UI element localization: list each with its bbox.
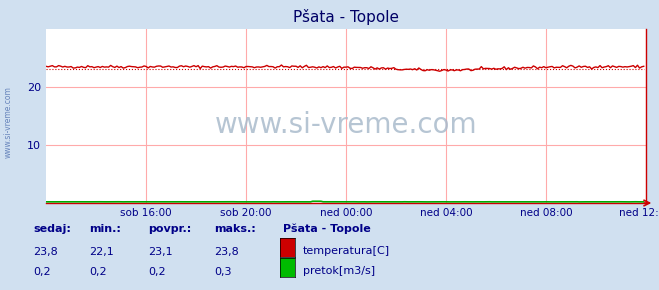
Text: min.:: min.: <box>89 224 121 234</box>
Text: povpr.:: povpr.: <box>148 224 192 234</box>
Text: 23,8: 23,8 <box>214 247 239 257</box>
Text: pretok[m3/s]: pretok[m3/s] <box>303 266 375 276</box>
Text: 0,2: 0,2 <box>33 267 51 278</box>
Text: sedaj:: sedaj: <box>33 224 71 234</box>
Text: 0,2: 0,2 <box>89 267 107 278</box>
Text: www.si-vreme.com: www.si-vreme.com <box>3 86 13 158</box>
Title: Pšata - Topole: Pšata - Topole <box>293 9 399 25</box>
Text: 0,3: 0,3 <box>214 267 232 278</box>
Text: Pšata - Topole: Pšata - Topole <box>283 224 371 234</box>
Text: 0,2: 0,2 <box>148 267 166 278</box>
Text: 22,1: 22,1 <box>89 247 114 257</box>
Text: temperatura[C]: temperatura[C] <box>303 246 390 256</box>
Text: www.si-vreme.com: www.si-vreme.com <box>215 111 477 139</box>
Text: maks.:: maks.: <box>214 224 256 234</box>
Text: 23,1: 23,1 <box>148 247 173 257</box>
Text: 23,8: 23,8 <box>33 247 58 257</box>
